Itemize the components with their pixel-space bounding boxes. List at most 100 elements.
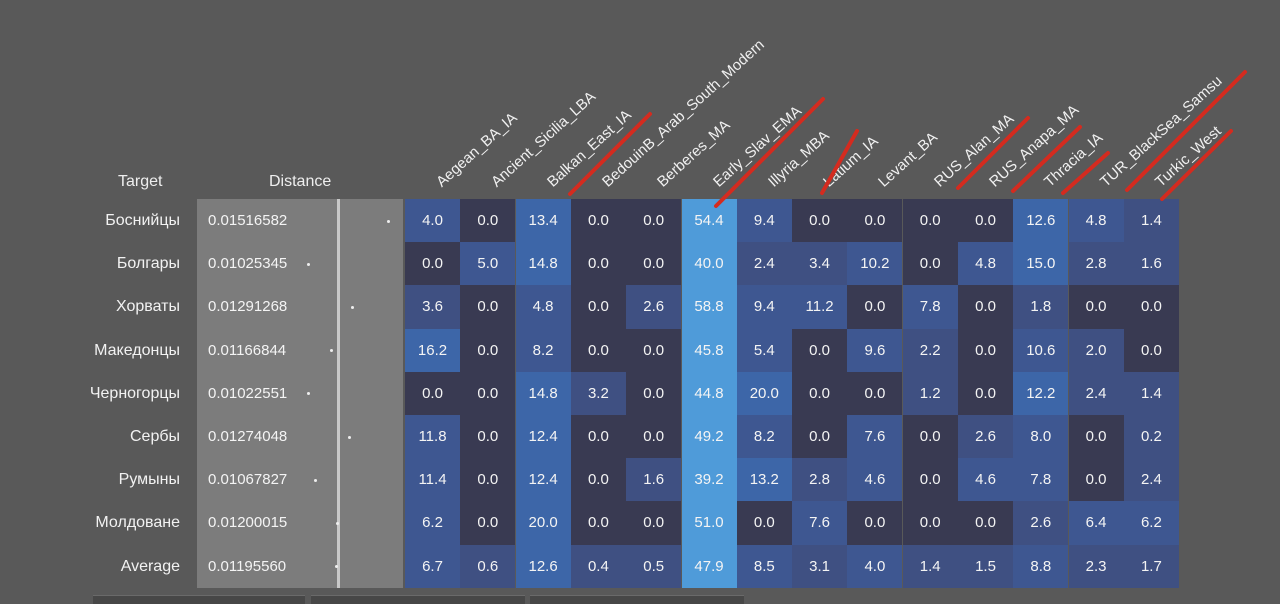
heatmap-cell: 3.4 [792, 242, 848, 286]
heatmap-cell: 12.6 [1013, 199, 1069, 243]
column-header: Ancient_Sicilia_LBA [488, 88, 600, 191]
distance-marker [314, 478, 318, 482]
distance-marker [347, 435, 351, 439]
heatmap-cell: 1.6 [1123, 242, 1179, 286]
heatmap-cell: 6.7 [405, 544, 460, 588]
heatmap-cell: 0.0 [902, 242, 958, 286]
distance-panel [197, 199, 403, 588]
distance-value: 0.01291268 [208, 298, 288, 316]
heatmap-cell: 0.5 [626, 544, 682, 588]
heatmap-cell: 0.0 [460, 371, 516, 415]
distance-value: 0.01022551 [208, 384, 288, 402]
heatmap-cell: 3.6 [405, 285, 460, 329]
heatmap-cell: 3.2 [570, 371, 626, 415]
heatmap-cell: 10.2 [847, 242, 903, 286]
heatmap-cell: 9.4 [736, 285, 792, 329]
heatmap-cell: 2.3 [1068, 544, 1124, 588]
heatmap-cell: 9.6 [847, 328, 903, 372]
heatmap-cell: 0.0 [1068, 415, 1124, 459]
heatmap-cell: 0.0 [626, 501, 682, 545]
heatmap-cell: 8.2 [515, 328, 571, 372]
heatmap-cell: 1.2 [902, 371, 958, 415]
heatmap-cell: 4.0 [405, 199, 460, 243]
heatmap-cell: 6.4 [1068, 501, 1124, 545]
heatmap-cell: 12.4 [515, 458, 571, 502]
heatmap-cell: 6.2 [1123, 501, 1179, 545]
heatmap-cell: 7.6 [792, 501, 848, 545]
heatmap-cell: 0.0 [626, 199, 682, 243]
heatmap-cell: 0.0 [460, 415, 516, 459]
heatmap-cell: 45.8 [681, 328, 737, 372]
heatmap-cell: 0.0 [792, 199, 848, 243]
heatmap-cell: 0.0 [570, 242, 626, 286]
distance-value: 0.01067827 [208, 471, 288, 489]
heatmap-cell: 12.4 [515, 415, 571, 459]
row-target-label: Румыны [118, 471, 180, 489]
distance-marker [330, 349, 334, 353]
heatmap-cell: 49.2 [681, 415, 737, 459]
distance-header: Distance [269, 173, 332, 190]
heatmap-cell: 20.0 [515, 501, 571, 545]
heatmap-cell: 8.0 [1013, 415, 1069, 459]
heatmap-cell: 13.2 [736, 458, 792, 502]
heatmap-cell: 14.8 [515, 371, 571, 415]
heatmap-cell: 12.6 [515, 544, 571, 588]
heatmap-cell: 0.0 [570, 285, 626, 329]
row-target-label: Болгары [116, 255, 180, 273]
heatmap-cell: 0.0 [792, 415, 848, 459]
tab-1[interactable] [93, 595, 305, 604]
heatmap-cell: 6.2 [405, 501, 460, 545]
heatmap-cell: 8.8 [1013, 544, 1069, 588]
distance-marker [307, 392, 310, 396]
heatmap-cell: 40.0 [681, 242, 737, 286]
tab-2[interactable] [311, 595, 525, 604]
heatmap-cell: 2.6 [958, 415, 1013, 459]
heatmap-cell: 2.6 [1013, 501, 1069, 545]
heatmap-cell: 5.0 [460, 242, 516, 286]
heatmap-cell: 0.4 [570, 544, 626, 588]
heatmap-cell: 2.4 [1123, 458, 1179, 502]
heatmap-cell: 12.2 [1013, 371, 1069, 415]
bottom-tab-strip [0, 595, 1280, 604]
heatmap-cell: 0.0 [626, 328, 682, 372]
heatmap-cell: 0.0 [958, 371, 1013, 415]
row-target-label: Average [120, 557, 180, 575]
heatmap-cell: 0.0 [792, 328, 848, 372]
heatmap-cell: 47.9 [681, 544, 737, 588]
heatmap-cell: 1.4 [902, 544, 958, 588]
heatmap-cell: 1.5 [958, 544, 1013, 588]
heatmap-cell: 0.0 [958, 285, 1013, 329]
heatmap-cell: 0.0 [902, 501, 958, 545]
distance-marker [335, 565, 339, 569]
row-target-label: Македонцы [94, 341, 180, 359]
heatmap-cell: 10.6 [1013, 328, 1069, 372]
heatmap-cell: 0.0 [1123, 328, 1179, 372]
heatmap-cell: 2.8 [1068, 242, 1124, 286]
heatmap-cell: 4.0 [847, 544, 903, 588]
column-headers: Aegean_BA_IA Ancient_Sicilia_LBA Balkan_Ea… [0, 0, 1280, 200]
heatmap-cell: 2.0 [1068, 328, 1124, 372]
heatmap-cell: 0.0 [958, 199, 1013, 243]
column-header: Levant_BA [875, 128, 942, 191]
heatmap-cell: 4.8 [958, 242, 1013, 286]
heatmap-cell: 1.7 [1123, 544, 1179, 588]
heatmap-cell: 11.2 [792, 285, 848, 329]
heatmap-cell: 58.8 [681, 285, 737, 329]
heatmap-cell: 2.2 [902, 328, 958, 372]
heatmap-cell: 0.0 [902, 199, 958, 243]
heatmap-cell: 0.0 [460, 199, 516, 243]
heatmap-cell: 11.8 [405, 415, 460, 459]
heatmap-cell: 0.0 [1068, 285, 1124, 329]
tab-3[interactable] [530, 595, 744, 604]
heatmap-cell: 4.8 [1068, 199, 1124, 243]
heatmap-cell: 13.4 [515, 199, 571, 243]
heatmap-cell: 51.0 [681, 501, 737, 545]
heatmap-cell: 2.4 [736, 242, 792, 286]
distance-value: 0.01516582 [208, 212, 288, 229]
heatmap-cell: 0.0 [736, 501, 792, 545]
heatmap-cell: 4.6 [958, 458, 1013, 502]
heatmap-cell: 0.0 [902, 415, 958, 459]
heatmap-cell: 0.0 [460, 285, 516, 329]
heatmap-cell: 0.0 [1123, 285, 1179, 329]
